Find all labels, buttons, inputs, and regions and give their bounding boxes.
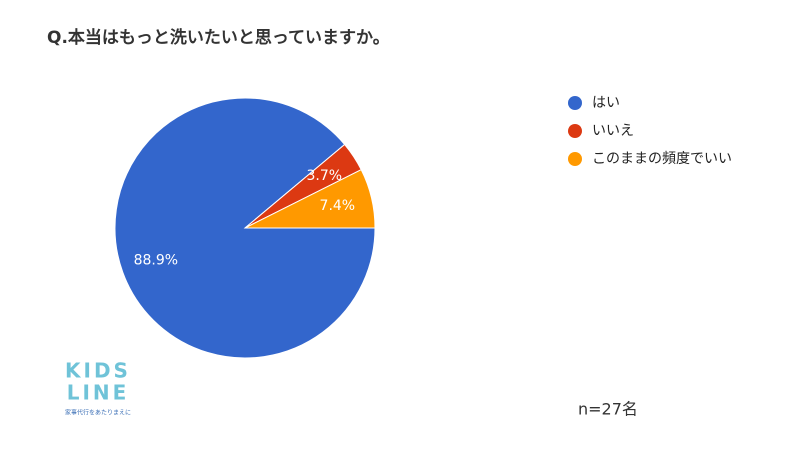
pie-slice [244,169,376,229]
logo-tagline: 家事代行をあたりまえに [65,409,131,417]
legend-label: はい [592,95,620,111]
logo-text: KIDS [65,359,131,383]
annotation: n=27名 [578,400,638,419]
data-label: 3.7% [307,168,343,184]
logo-text: LINE [67,381,130,405]
legend-marker [568,96,582,110]
legend-label: いいえ [592,123,634,139]
logo: KIDS LINE 家事代行をあたりまえに [65,359,131,417]
data-label: 88.9% [134,252,178,268]
legend-marker [568,152,582,166]
legend-label: このままの頻度でいい [592,151,732,167]
chart-title: Q.本当はもっと洗いたいと思っていますか。 [47,27,390,48]
data-label: 7.4% [320,198,356,214]
legend-marker [568,124,582,138]
